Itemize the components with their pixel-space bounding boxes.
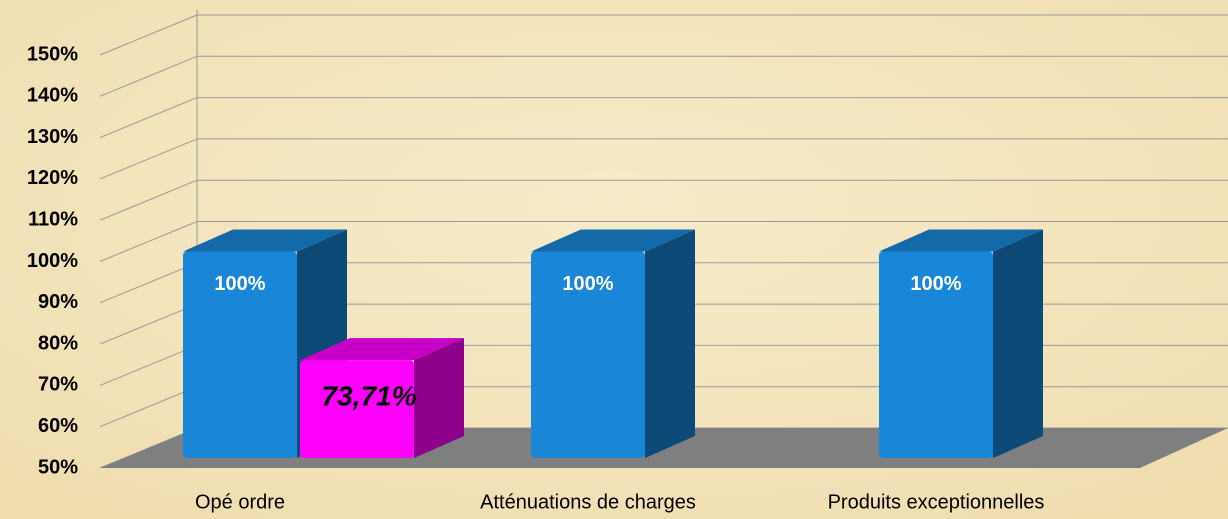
y-tick-label: 110% — [28, 208, 78, 230]
grid-line — [99, 97, 1228, 139]
y-tick-label: 150% — [27, 43, 78, 65]
y-tick-label: 80% — [38, 332, 78, 354]
bar-top — [531, 229, 695, 252]
bar-top — [183, 229, 347, 252]
bar — [879, 229, 1043, 458]
grid-line — [99, 221, 1228, 262]
grid-side — [99, 55, 198, 97]
x-tick-label: Atténuations de charges — [480, 491, 696, 513]
grid-side — [99, 221, 198, 262]
y-tick-label: 130% — [27, 126, 78, 148]
value-label: 73,71% — [322, 380, 417, 411]
grid-side — [99, 14, 198, 56]
x-tick-label: Opé ordre — [195, 491, 285, 513]
y-tick-label: 120% — [27, 167, 78, 189]
grid-line — [99, 14, 1228, 56]
grid-side — [99, 138, 198, 180]
y-tick-label: 100% — [27, 250, 78, 272]
value-label: 100% — [214, 273, 265, 295]
grid-side — [99, 179, 198, 221]
grid-side — [99, 97, 198, 139]
grid-side — [99, 262, 198, 304]
grid-line — [99, 303, 1228, 345]
y-tick-label: 50% — [38, 456, 78, 478]
value-label: 100% — [910, 273, 961, 295]
y-tick-label: 140% — [27, 85, 78, 107]
y-tick-label: 90% — [38, 291, 78, 313]
bar — [300, 338, 464, 458]
y-tick-label: 70% — [38, 374, 78, 396]
value-label: 100% — [562, 273, 613, 295]
y-tick-label: 60% — [38, 415, 78, 437]
grid-side — [99, 386, 198, 428]
grid-line — [99, 179, 1228, 221]
bar — [531, 229, 695, 458]
bar-front — [183, 251, 297, 458]
bar-front — [531, 251, 645, 458]
grid-side — [99, 303, 198, 345]
bar-side — [993, 229, 1043, 458]
bar-top — [300, 338, 464, 361]
grid-side — [99, 344, 198, 386]
bar-side — [414, 338, 464, 458]
bar-top — [879, 229, 1043, 252]
bar-front — [300, 360, 414, 458]
grid-line — [99, 262, 1228, 304]
grid-line — [99, 138, 1228, 180]
bar-front — [879, 251, 993, 458]
bar-side — [645, 229, 695, 458]
x-tick-label: Produits exceptionnelles — [828, 491, 1045, 513]
grid-line — [99, 55, 1228, 97]
